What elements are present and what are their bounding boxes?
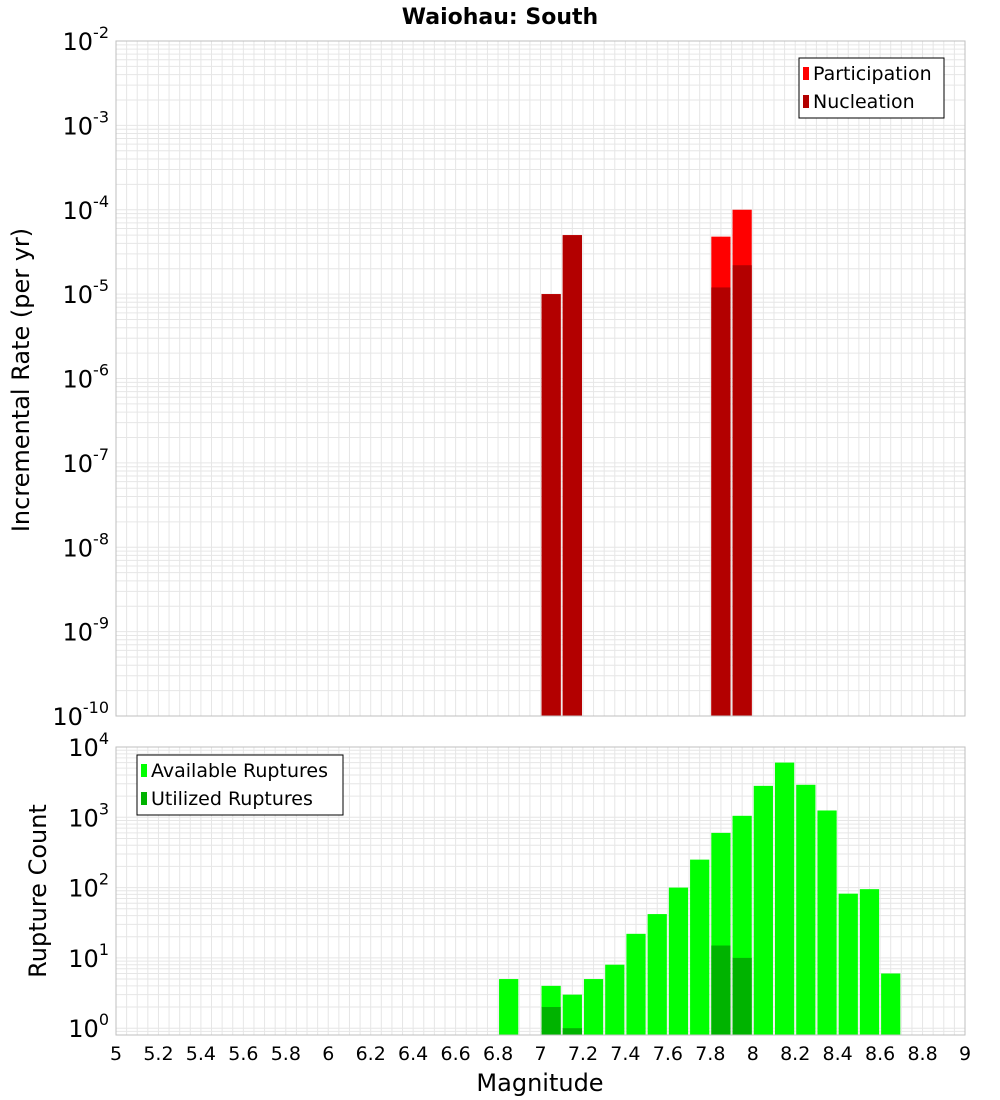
y-tick-label: 10-2 <box>63 23 110 56</box>
y-tick-label: 10-3 <box>63 107 110 140</box>
x-tick-label: 6.8 <box>483 1043 513 1065</box>
top-y-tick-labels: 10-2 10-3 10-4 10-5 10-6 10-7 10-8 10-9 10-10 <box>52 23 109 731</box>
top-y-axis-label: Incremental Rate (per yr) <box>7 228 35 532</box>
x-tick-label: 9 <box>959 1043 971 1065</box>
x-tick-label: 8.8 <box>907 1043 937 1065</box>
y-tick-label: 10-5 <box>63 276 110 309</box>
x-tick-label: 8 <box>747 1043 759 1065</box>
bar-available-ruptures <box>499 979 519 1035</box>
bar-available-ruptures <box>583 979 604 1035</box>
bar-available-ruptures <box>605 964 625 1035</box>
bar-available-ruptures <box>859 889 880 1035</box>
y-tick-label: 103 <box>68 799 109 832</box>
y-tick-label: 10-8 <box>63 529 110 562</box>
bar-available-ruptures <box>668 887 689 1035</box>
bar-utilized-ruptures <box>562 1028 582 1035</box>
bottom-panel: 104 103 102 101 100 Rupture Count Available … <box>24 729 966 1043</box>
chart-title: Waiohau: South <box>402 5 598 30</box>
top-gridlines <box>115 40 966 717</box>
x-tick-label: 6.6 <box>440 1043 470 1065</box>
x-tick-labels: 5 5.2 5.4 5.6 5.8 6 6.2 6.4 6.6 6.8 7 7.2 7.4 7.6 7.8 8… <box>110 1043 971 1065</box>
y-tick-label: 10-6 <box>63 361 110 394</box>
x-tick-label: 7 <box>534 1043 546 1065</box>
x-tick-label: 7.8 <box>695 1043 725 1065</box>
top-legend: Participation Nucleation <box>798 57 945 119</box>
legend-swatch <box>141 764 147 777</box>
bar-utilized-ruptures <box>711 945 731 1035</box>
x-tick-label: 7.4 <box>610 1043 640 1065</box>
bar-available-ruptures <box>647 914 667 1035</box>
y-tick-label: 101 <box>68 940 109 973</box>
legend-entry: Available Ruptures <box>151 760 328 782</box>
bottom-y-axis-label: Rupture Count <box>24 804 52 978</box>
x-tick-label: 5.8 <box>271 1043 301 1065</box>
bottom-legend: Available Ruptures Utilized Ruptures <box>136 754 344 816</box>
x-tick-label: 5 <box>110 1043 122 1065</box>
x-tick-label: 6 <box>322 1043 334 1065</box>
top-bars <box>541 209 752 716</box>
bar-utilized-ruptures <box>541 1007 561 1035</box>
x-tick-label: 5.4 <box>186 1043 216 1065</box>
x-tick-label: 8.6 <box>865 1043 895 1065</box>
bar-available-ruptures <box>562 994 582 1035</box>
y-tick-label: 102 <box>68 870 109 903</box>
legend-swatch <box>803 67 809 80</box>
legend-entry: Participation <box>813 63 932 85</box>
x-tick-label: 7.2 <box>568 1043 598 1065</box>
y-tick-label: 104 <box>68 729 109 762</box>
bar-available-ruptures <box>838 893 858 1035</box>
legend-entry: Utilized Ruptures <box>151 788 313 810</box>
x-tick-label: 6.4 <box>398 1043 428 1065</box>
bar-available-ruptures <box>690 859 710 1035</box>
bar-available-ruptures <box>796 784 816 1035</box>
bar-nucleation <box>711 287 731 716</box>
bar-available-ruptures <box>626 933 646 1035</box>
bar-available-ruptures <box>881 973 901 1035</box>
bottom-y-tick-labels: 104 103 102 101 100 <box>68 729 109 1043</box>
x-tick-label: 6.2 <box>356 1043 386 1065</box>
y-tick-label: 10-9 <box>63 614 110 647</box>
legend-box <box>798 57 945 119</box>
y-tick-label: 100 <box>68 1010 109 1043</box>
bottom-plot-frame <box>115 746 966 1036</box>
x-tick-label: 8.2 <box>780 1043 810 1065</box>
x-axis-label: Magnitude <box>476 1069 603 1097</box>
bar-utilized-ruptures <box>732 957 752 1035</box>
bar-nucleation <box>732 265 752 716</box>
bottom-bars <box>499 762 901 1035</box>
bar-nucleation <box>562 235 582 716</box>
bar-available-ruptures <box>774 762 795 1035</box>
legend-swatch <box>803 95 809 108</box>
bar-available-ruptures <box>753 785 773 1035</box>
x-tick-label: 5.6 <box>228 1043 258 1065</box>
legend-entry: Nucleation <box>813 91 915 113</box>
x-tick-label: 8.4 <box>823 1043 853 1065</box>
y-tick-label: 10-4 <box>63 192 110 225</box>
x-tick-label: 5.2 <box>143 1043 173 1065</box>
top-plot-frame <box>115 40 966 717</box>
bar-available-ruptures <box>817 810 837 1035</box>
top-panel: 10-2 10-3 10-4 10-5 10-6 10-7 10-8 10-9 10-10 In… <box>7 23 966 731</box>
x-tick-label: 7.6 <box>653 1043 683 1065</box>
legend-swatch <box>141 792 147 805</box>
y-tick-label: 10-10 <box>52 698 109 731</box>
bar-nucleation <box>541 294 561 716</box>
y-tick-label: 10-7 <box>63 445 110 478</box>
legend-box <box>136 754 344 816</box>
